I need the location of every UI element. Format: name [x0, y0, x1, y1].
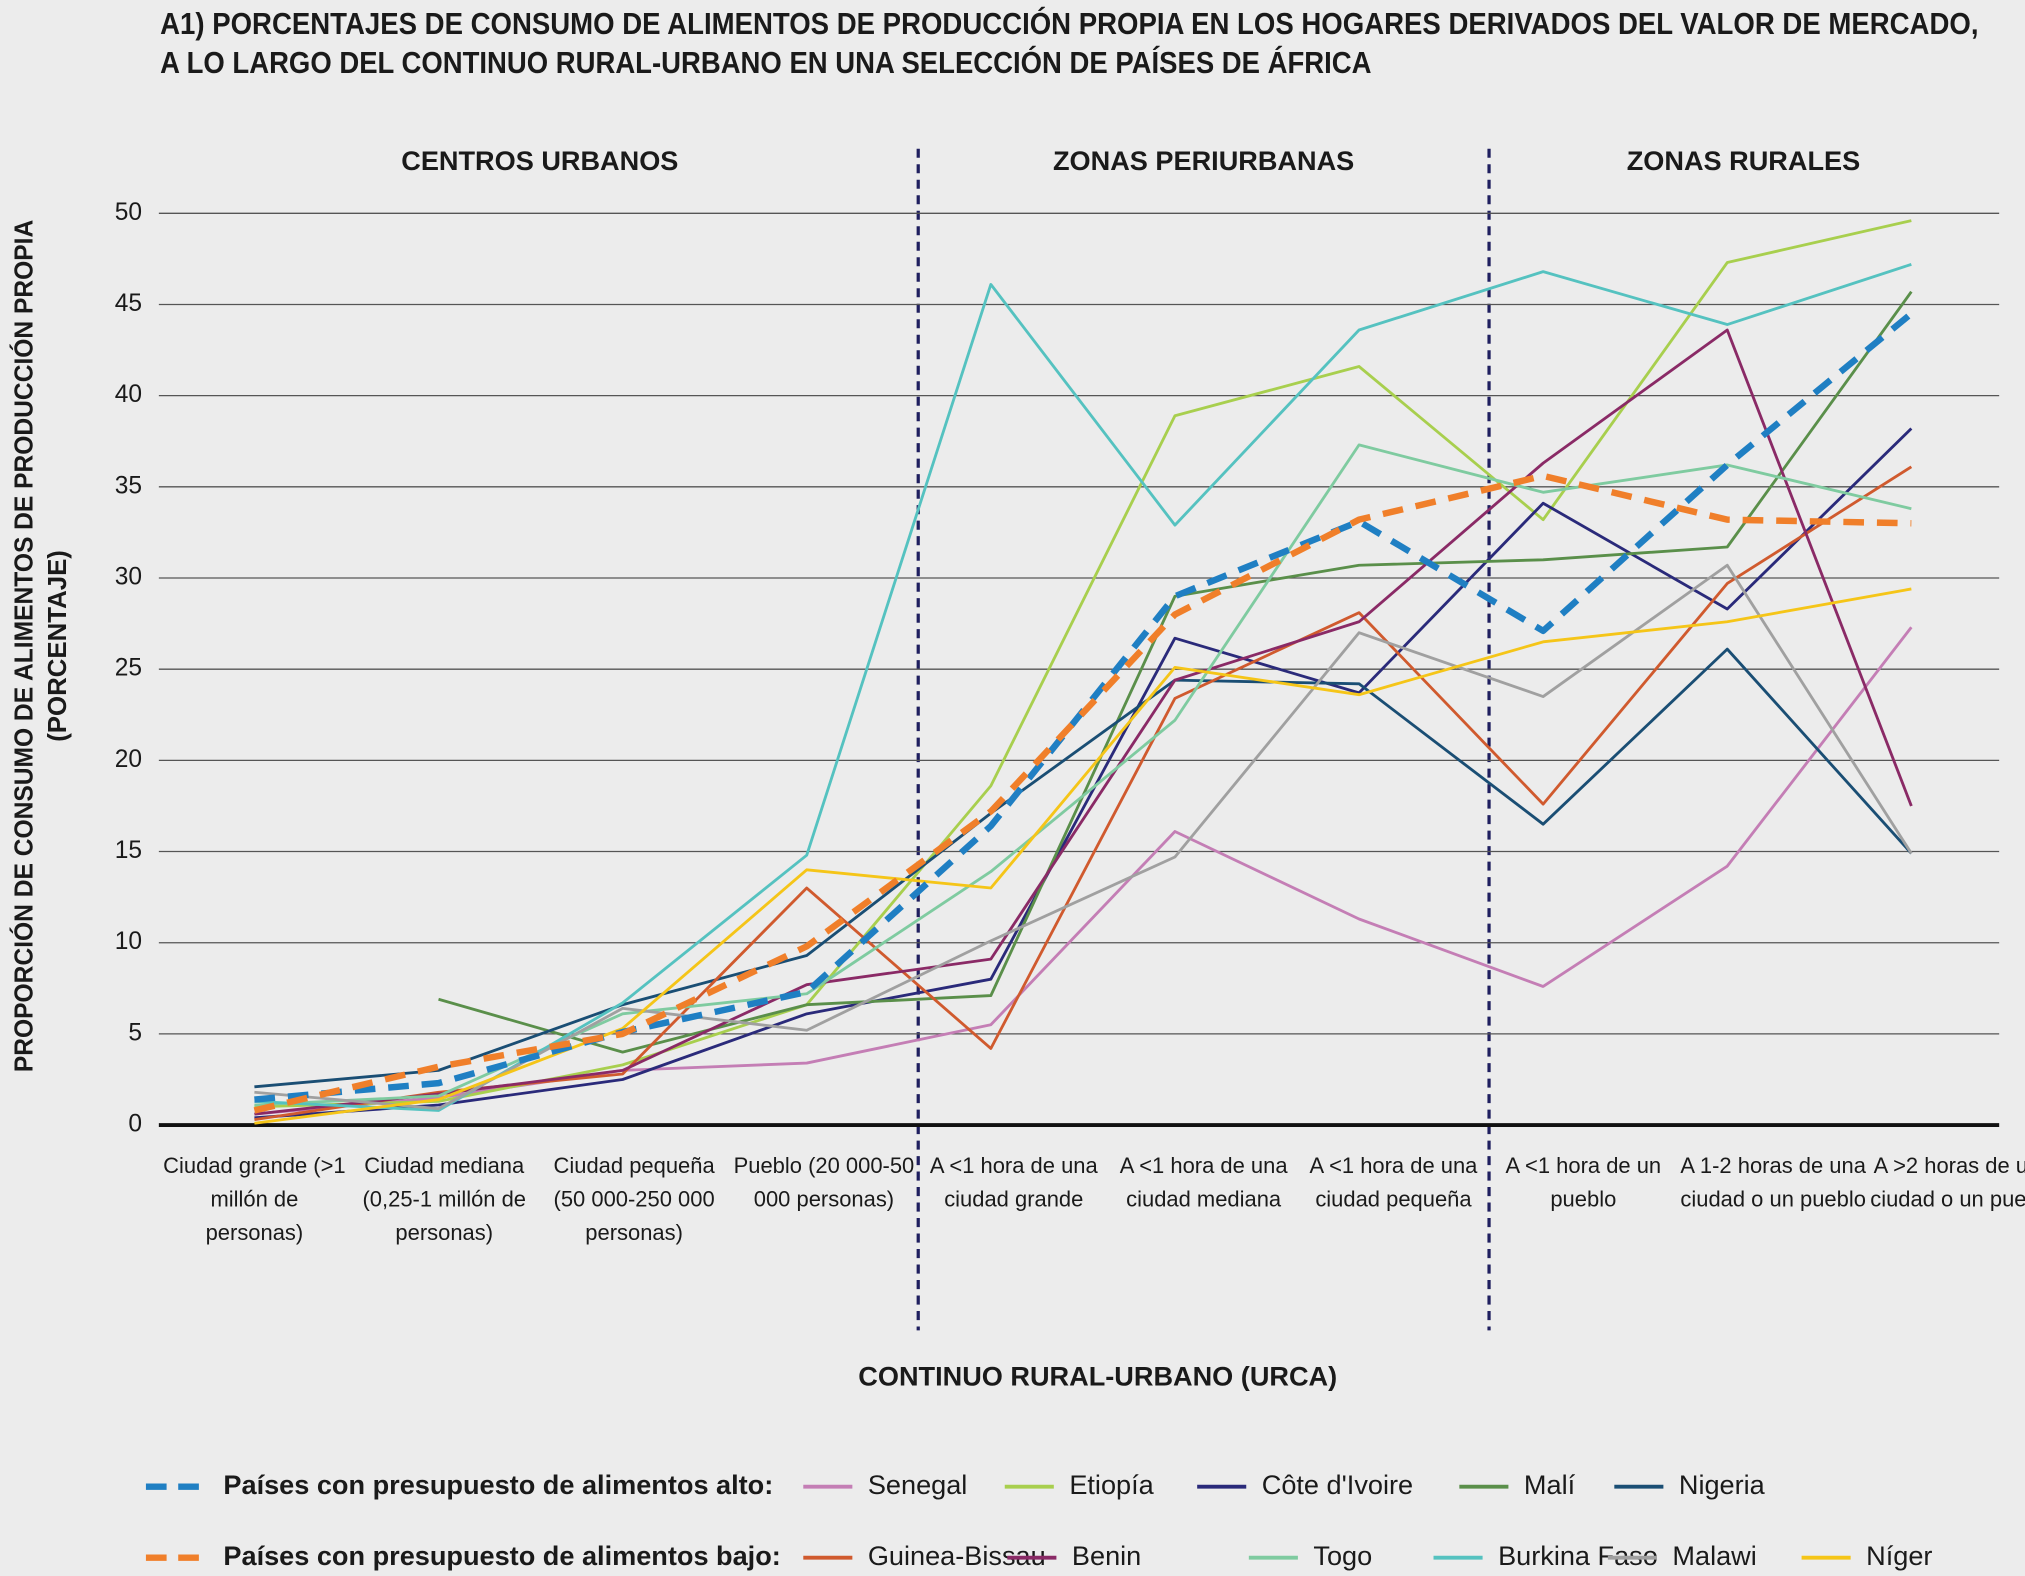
- region-label: CENTROS URBANOS: [401, 145, 678, 176]
- x-axis-title: CONTINUO RURAL-URBANO (URCA): [858, 1360, 1337, 1391]
- x-tick-label: Ciudad pequeña (50 000-250 000 personas): [553, 1153, 715, 1246]
- region-label: ZONAS RURALES: [1627, 145, 1860, 176]
- legend-label: Nigeria: [1679, 1469, 1766, 1500]
- x-tick-label: A 1-2 horas de una ciudad o un pueblo: [1680, 1153, 1866, 1212]
- legend-label: Guinea-Bissau: [868, 1540, 1046, 1571]
- y-tick-label: 15: [115, 837, 142, 864]
- series-line: [254, 427, 1913, 1120]
- y-tick-label: 40: [115, 381, 142, 408]
- y-tick-label: 10: [115, 928, 142, 955]
- series-line: [254, 328, 1913, 1116]
- legend-label: Malí: [1524, 1469, 1576, 1500]
- legend-label: Benin: [1072, 1540, 1141, 1571]
- x-tick-label-box: A <1 hora de una ciudad mediana: [1119, 1153, 1288, 1212]
- x-tick-label-box: A >2 horas de una ciudad o un pueblo: [1870, 1153, 2025, 1212]
- y-tick-label: 30: [115, 563, 142, 590]
- x-tick-label-box: Ciudad grande (>1 millón de personas): [163, 1153, 346, 1246]
- x-tick-label: Pueblo (20 000-50 000 personas): [733, 1153, 915, 1212]
- legend-label: Senegal: [868, 1469, 968, 1500]
- series-line: [254, 647, 1913, 1089]
- x-tick-label: A <1 hora de una ciudad grande: [929, 1153, 1098, 1212]
- x-tick-label: A >2 horas de una ciudad o un pueblo: [1870, 1153, 2025, 1212]
- y-axis-title-line: PROPORCIÓN DE CONSUMO DE ALIMENTOS DE PR…: [9, 220, 39, 1072]
- x-tick-label-box: A <1 hora de una ciudad pequeña: [1309, 1153, 1478, 1212]
- legend-label: Côte d'Ivoire: [1262, 1469, 1413, 1500]
- x-tick-label-box: Ciudad mediana (0,25-1 millón de persona…: [362, 1153, 527, 1246]
- y-axis-title-line: (PORCENTAJE): [44, 550, 72, 742]
- series-line: [438, 290, 1913, 1054]
- legend-label: Togo: [1313, 1540, 1372, 1571]
- legend-label: Etiopía: [1069, 1469, 1154, 1500]
- series-line: [254, 587, 1912, 1125]
- x-tick-label-box: A 1-2 horas de una ciudad o un pueblo: [1680, 1153, 1866, 1212]
- y-tick-label: 35: [115, 472, 142, 499]
- legend-label: Países con presupuesto de alimentos alto…: [223, 1469, 773, 1500]
- x-tick-label: Ciudad grande (>1 millón de personas): [163, 1153, 346, 1246]
- y-tick-label: 5: [128, 1019, 142, 1046]
- x-tick-label-box: A <1 hora de una ciudad grande: [929, 1153, 1098, 1212]
- x-tick-label-box: Pueblo (20 000-50 000 personas): [733, 1153, 915, 1212]
- y-tick-label: 20: [115, 746, 142, 773]
- x-tick-label: Ciudad mediana (0,25-1 millón de persona…: [362, 1153, 527, 1246]
- y-tick-label: 50: [115, 199, 142, 226]
- y-axis-title: PROPORCIÓN DE CONSUMO DE ALIMENTOS DE PR…: [9, 220, 73, 1072]
- region-label: ZONAS PERIURBANAS: [1053, 145, 1354, 176]
- x-tick-label: A <1 hora de un pueblo: [1505, 1153, 1662, 1212]
- x-tick-label: A <1 hora de una ciudad pequeña: [1309, 1153, 1478, 1212]
- x-tick-label-box: A <1 hora de un pueblo: [1505, 1153, 1662, 1212]
- legend-label: Países con presupuesto de alimentos bajo…: [223, 1540, 780, 1571]
- chart-title: A LO LARGO DEL CONTINUO RURAL-URBANO EN …: [160, 44, 1371, 80]
- y-tick-label: 45: [115, 290, 142, 317]
- chart-title: A1) PORCENTAJES DE CONSUMO DE ALIMENTOS …: [160, 5, 1978, 41]
- legend-label: Malawi: [1672, 1540, 1756, 1571]
- legend-label: Níger: [1866, 1540, 1932, 1571]
- y-tick-label: 0: [128, 1111, 142, 1138]
- x-tick-label-box: Ciudad pequeña (50 000-250 000 personas): [553, 1153, 715, 1246]
- y-tick-label: 25: [115, 655, 142, 682]
- legend-label: Burkina Faso: [1498, 1540, 1658, 1571]
- series-line: [253, 472, 1912, 1114]
- x-tick-label: A <1 hora de una ciudad mediana: [1119, 1153, 1288, 1212]
